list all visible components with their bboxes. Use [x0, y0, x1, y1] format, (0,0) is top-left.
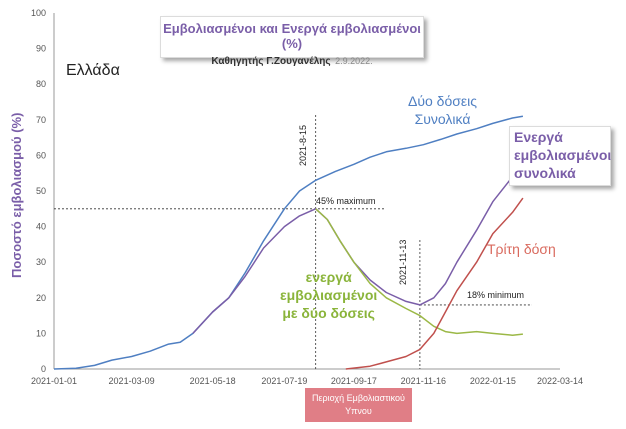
x-ticks: 2021-01-01 2021-03-09 2021-05-18 2021-07-19… — [31, 376, 583, 386]
axes — [53, 13, 560, 370]
region-label-line1: Περιοχή Εμβολιαστικού — [312, 393, 405, 403]
y-tick-label-2: 20 — [36, 293, 46, 303]
x-tick-label-4: 2021-09-17 — [331, 376, 377, 386]
series-line-3 — [345, 197, 524, 370]
series-lines — [53, 115, 524, 370]
series-label-active-total: Ενεργά εμβολιασμένοι συνολικά — [514, 128, 611, 182]
y-tick-label-3: 30 — [36, 257, 46, 267]
region-label-box: Περιοχή Εμβολιαστικού Υπνου — [305, 388, 412, 422]
x-tick-label-5: 2021-11-16 — [401, 376, 446, 386]
series-label-third-dose: Τρίτη δόση — [487, 241, 556, 257]
x-tick-label-6: 2022-01-15 — [470, 376, 516, 386]
country-label: Ελλάδα — [66, 62, 120, 79]
y-tick-label-7: 70 — [36, 115, 46, 125]
series-label-two-doses-line1: Δύο δόσεις — [408, 93, 478, 109]
series-label-two-doses: Δύο δόσεις Συνολικά — [408, 92, 477, 128]
y-tick-label-5: 50 — [36, 186, 46, 196]
series-label-two-doses-line2: Συνολικά — [414, 111, 471, 127]
series-line-0 — [53, 115, 524, 370]
region-label-line2: Υπνου — [345, 406, 372, 416]
annotation-18-minimum: 18% minimum — [467, 290, 525, 300]
annotation-min-date: 2021-11-13 — [398, 239, 408, 285]
series-label-active-line3: συνολικά — [514, 165, 576, 181]
x-tick-label-1: 2021-03-09 — [109, 376, 155, 386]
series-line-1 — [192, 165, 524, 334]
x-tick-label-2: 2021-05-18 — [190, 376, 236, 386]
guide-lines — [54, 115, 532, 369]
y-ticks: 0 10 20 30 40 50 60 70 80 90 100 — [31, 8, 46, 374]
annotation-peak-date: 2021-8-15 — [298, 124, 308, 166]
y-axis-label: Ποσοστό εμβολιασμού (%) — [9, 113, 24, 278]
series-label-green-line2: εμβολιασμένοι — [280, 287, 378, 303]
y-tick-label-1: 10 — [36, 328, 46, 338]
y-tick-label-0: 0 — [41, 364, 46, 374]
x-tick-label-3: 2021-07-19 — [261, 376, 307, 386]
x-tick-label-0: 2021-01-01 — [31, 376, 77, 386]
y-tick-label-4: 40 — [36, 222, 46, 232]
series-label-active-box — [509, 126, 611, 186]
series-label-active-line1: Ενεργά — [514, 129, 563, 145]
chart-title-box: Εμβολιασμένοι και Ενεργά εμβολιασμένοι (… — [160, 16, 424, 67]
chart-subtitle-date: 2.9.2022. — [335, 56, 373, 66]
y-tick-label-9: 90 — [36, 44, 46, 54]
x-tick-label-7: 2022-03-14 — [537, 376, 583, 386]
y-tick-label-6: 60 — [36, 150, 46, 160]
chart-subtitle: Καθηγητής Γ.Ζουγανέλης — [211, 56, 331, 67]
chart-title: Εμβολιασμένοι και Ενεργά εμβολιασμένοι (… — [163, 21, 421, 51]
series-label-active-line2: εμβολιασμένοι — [514, 147, 612, 163]
annotation-45-maximum: 45% maximum — [316, 196, 376, 206]
series-line-2 — [315, 208, 523, 336]
series-label-green-line1: ενεργά — [305, 269, 352, 285]
y-tick-label-10: 100 — [31, 8, 46, 18]
y-tick-label-8: 80 — [36, 79, 46, 89]
series-label-active-two-doses: ενεργά εμβολιασμένοι με δύο δόσεις — [280, 268, 377, 322]
series-label-green-line3: με δύο δόσεις — [282, 305, 375, 321]
